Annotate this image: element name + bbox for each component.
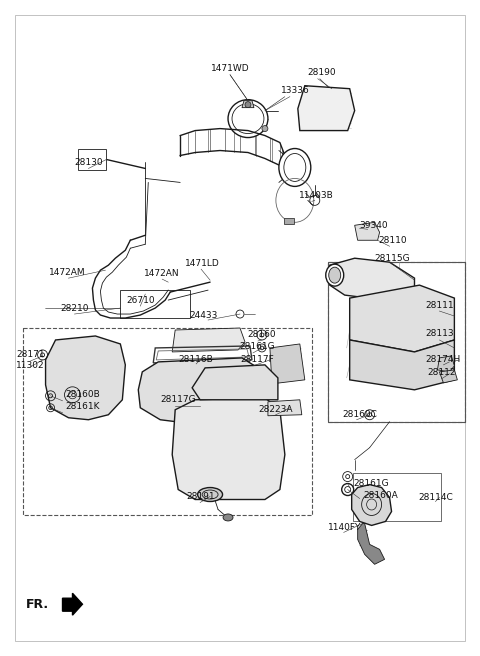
Polygon shape (352, 485, 392, 525)
Text: 11302: 11302 (16, 361, 45, 371)
Text: 28190: 28190 (308, 68, 336, 77)
Text: 24433: 24433 (189, 310, 217, 319)
Polygon shape (298, 86, 355, 131)
Text: 28113: 28113 (425, 329, 454, 338)
Polygon shape (46, 336, 125, 420)
Circle shape (262, 125, 268, 132)
Text: 28160C: 28160C (342, 410, 377, 419)
Text: 1471WD: 1471WD (211, 64, 249, 73)
Text: 26710: 26710 (126, 296, 155, 304)
Polygon shape (437, 356, 455, 372)
Text: 28160A: 28160A (364, 491, 398, 500)
Ellipse shape (284, 154, 306, 182)
Text: 11403B: 11403B (300, 191, 334, 200)
Text: 28117G: 28117G (160, 396, 196, 404)
Bar (284, 218, 294, 224)
Ellipse shape (223, 514, 233, 521)
Polygon shape (350, 285, 455, 352)
Text: FR.: FR. (25, 598, 49, 611)
Ellipse shape (329, 267, 341, 283)
Text: 28161G: 28161G (239, 342, 275, 352)
Ellipse shape (198, 487, 223, 501)
Ellipse shape (279, 148, 311, 186)
Text: 28114C: 28114C (418, 493, 453, 502)
Text: 28111: 28111 (425, 300, 454, 310)
Text: 28160: 28160 (248, 331, 276, 339)
Text: 28210: 28210 (60, 304, 89, 312)
Text: 28161K: 28161K (65, 402, 100, 411)
Text: 1471LD: 1471LD (185, 258, 219, 268)
Text: 28112: 28112 (427, 369, 456, 377)
Polygon shape (242, 100, 254, 108)
Ellipse shape (232, 104, 264, 134)
Polygon shape (172, 398, 285, 499)
Polygon shape (358, 523, 384, 564)
Text: 28110: 28110 (378, 236, 407, 245)
Text: 28130: 28130 (74, 158, 103, 167)
Bar (328, 262, 465, 422)
Polygon shape (439, 370, 457, 383)
Polygon shape (62, 593, 83, 615)
Text: 39340: 39340 (360, 221, 388, 230)
Text: 13336: 13336 (280, 86, 309, 95)
Bar (120, 290, 190, 318)
Polygon shape (355, 222, 380, 240)
Text: 1140FY: 1140FY (328, 523, 361, 532)
Text: 28191: 28191 (187, 492, 216, 501)
Text: 1472AN: 1472AN (144, 269, 180, 277)
Bar (328, 262, 465, 422)
Text: 28116B: 28116B (179, 356, 214, 364)
Polygon shape (268, 400, 302, 416)
Text: 28117F: 28117F (240, 356, 274, 364)
Text: 1472AM: 1472AM (49, 268, 86, 277)
Bar (78, 148, 107, 171)
Text: 28160B: 28160B (65, 390, 100, 400)
Text: 28223A: 28223A (259, 405, 293, 414)
Text: 28115G: 28115G (375, 254, 410, 262)
Polygon shape (350, 340, 455, 390)
Polygon shape (138, 358, 265, 424)
Text: 28161G: 28161G (354, 479, 389, 488)
Bar (23, 328, 312, 516)
Polygon shape (192, 365, 278, 400)
Text: 28171: 28171 (16, 350, 45, 359)
Text: 28174H: 28174H (426, 356, 461, 364)
Polygon shape (330, 258, 415, 300)
Ellipse shape (228, 100, 268, 138)
Circle shape (245, 102, 251, 108)
Ellipse shape (326, 264, 344, 286)
Polygon shape (172, 328, 245, 352)
Polygon shape (270, 344, 305, 384)
